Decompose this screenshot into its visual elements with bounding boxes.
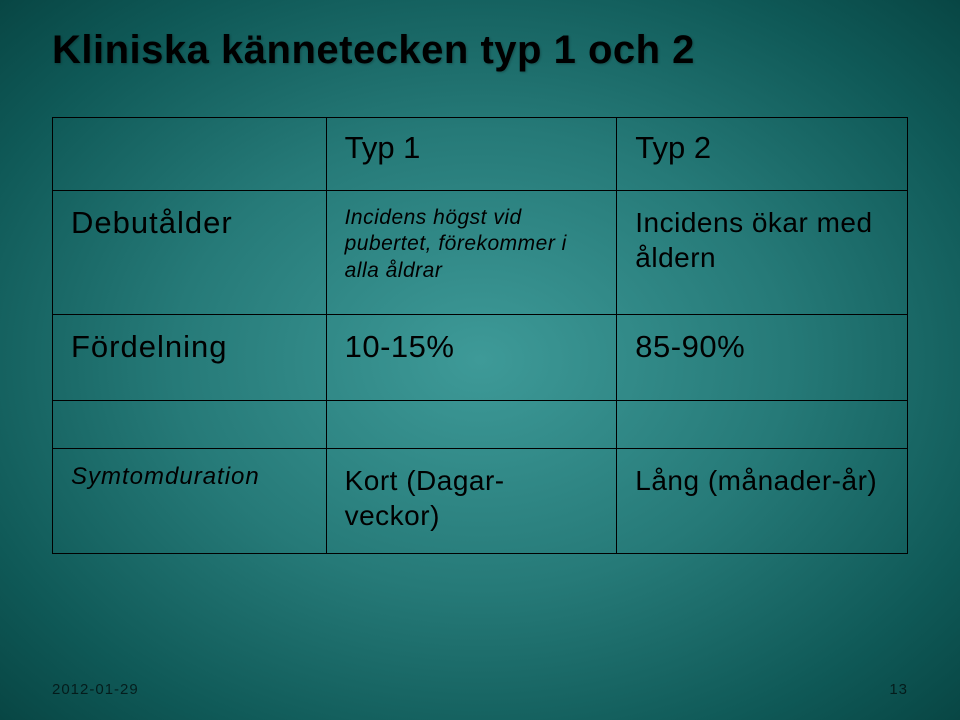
cell-debut-typ2: Incidens ökar med åldern (617, 191, 908, 315)
row-label-fordelning: Fördelning (53, 315, 327, 401)
table-spacer-row (53, 401, 908, 449)
table-row: Fördelning 10-15% 85-90% (53, 315, 908, 401)
cell-symtom-typ2: Lång (månader-år) (617, 449, 908, 554)
page-number: 13 (889, 681, 908, 698)
row-label-symtom: Symtomduration (53, 449, 327, 554)
footer-date: 2012-01-29 (52, 681, 139, 698)
slide-title: Kliniska kännetecken typ 1 och 2 (52, 28, 908, 73)
cell-debut-typ1: Incidens högst vid pubertet, förekommer … (326, 191, 617, 315)
header-blank (53, 118, 327, 191)
cell-symtom-typ1: Kort (Dagar-veckor) (326, 449, 617, 554)
table-row: Debutålder Incidens högst vid pubertet, … (53, 191, 908, 315)
table-row: Symtomduration Kort (Dagar-veckor) Lång … (53, 449, 908, 554)
slide: Kliniska kännetecken typ 1 och 2 Typ 1 T… (0, 0, 960, 720)
cell-fordelning-typ1: 10-15% (326, 315, 617, 401)
row-label-debut: Debutålder (53, 191, 327, 315)
header-typ2: Typ 2 (617, 118, 908, 191)
table-header-row: Typ 1 Typ 2 (53, 118, 908, 191)
cell-fordelning-typ2: 85-90% (617, 315, 908, 401)
comparison-table: Typ 1 Typ 2 Debutålder Incidens högst vi… (52, 117, 908, 554)
header-typ1: Typ 1 (326, 118, 617, 191)
